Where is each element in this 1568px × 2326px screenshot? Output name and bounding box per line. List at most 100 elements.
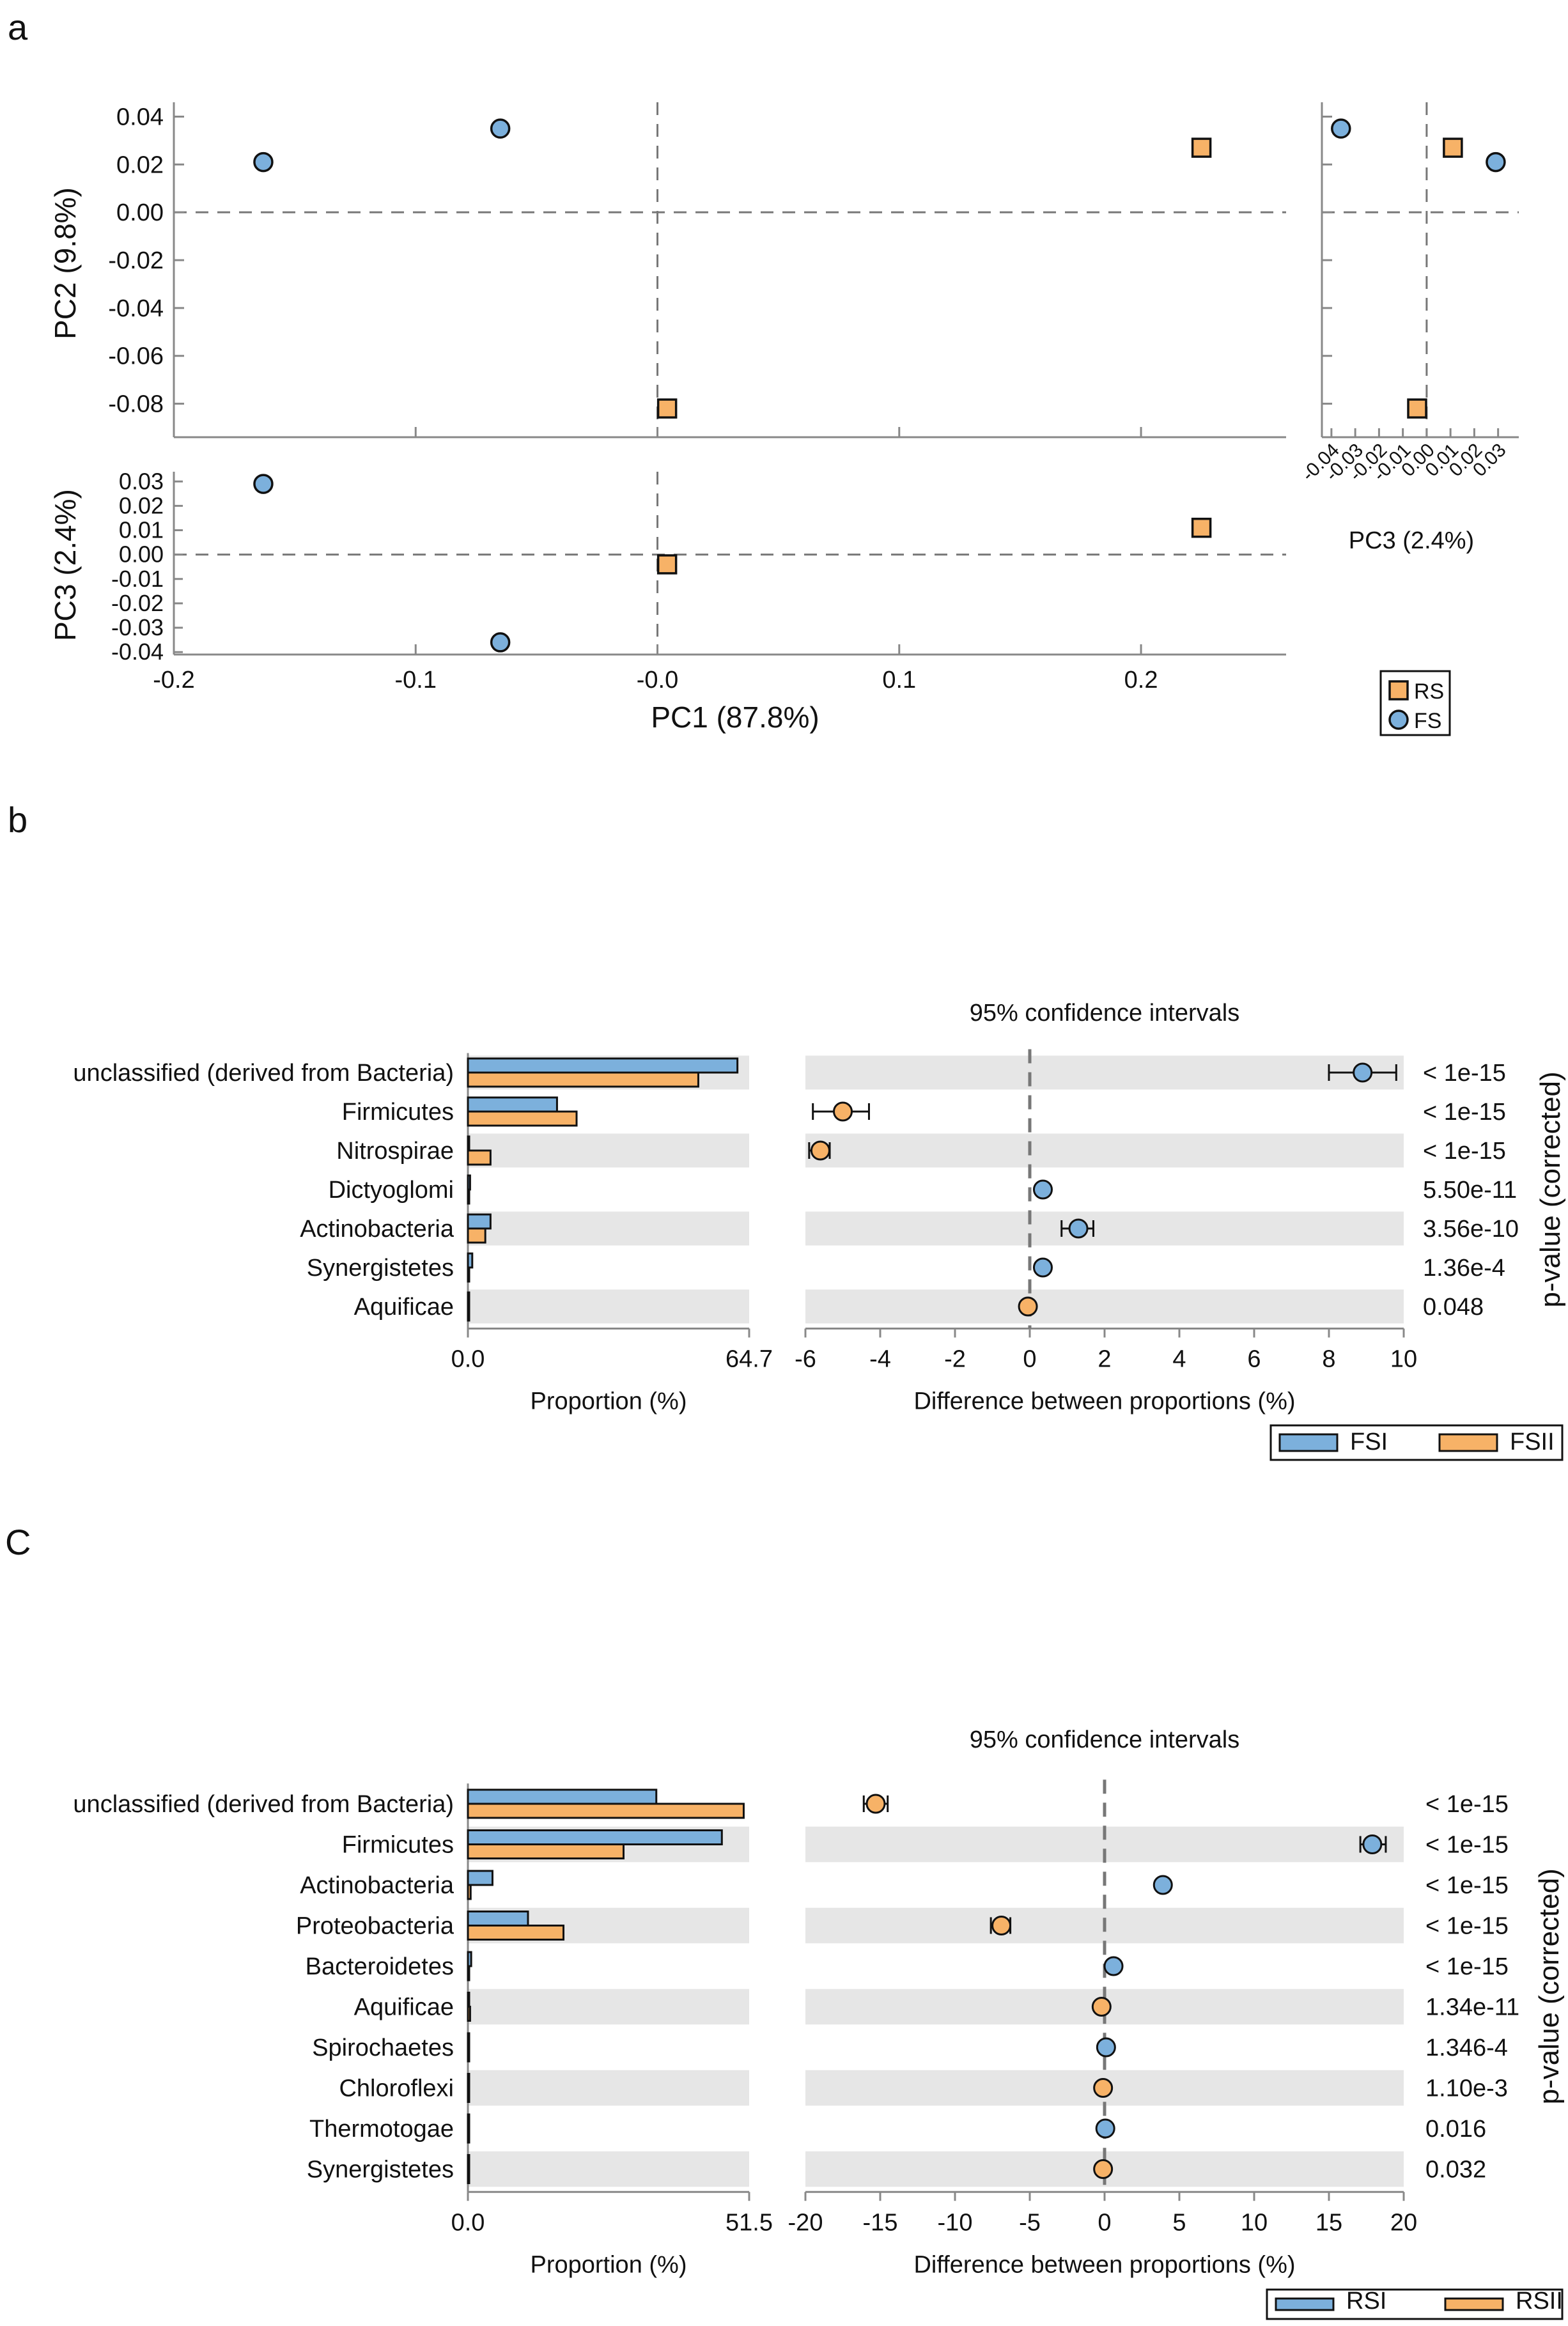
eeb-diff-tick-label: 10 (1241, 2209, 1268, 2236)
eeb-bar-rsi (467, 2073, 470, 2089)
eeb-category-label: Synergistetes (307, 1255, 454, 1282)
pca-pc2-tick-label: -0.04 (108, 295, 164, 322)
eeb-bar-rsi (467, 1788, 658, 1805)
eeb-bar-fsi (467, 1174, 471, 1191)
pca-pc1-tick-label: 0.2 (1124, 667, 1158, 694)
eeb-diff-tick-label: 20 (1390, 2209, 1417, 2236)
eeb-diff-tick-label: -5 (1019, 2209, 1041, 2236)
eeb-diff-tick-label: -15 (863, 2209, 898, 2236)
eeb-category-label: Aquificae (354, 1294, 454, 1321)
eeb-category-label: Aquificae (354, 1994, 454, 2021)
eeb-bar-rsi (467, 2154, 470, 2170)
eeb-row-band (805, 1211, 1404, 1246)
pca-point-pc3-pc2 (1407, 398, 1427, 419)
eeb-pvalue-title: p-value (corrected) (1535, 1071, 1566, 1307)
pca-pc1-title: PC1 (87.8%) (651, 701, 819, 734)
pca-pc3-tick-label: -0.04 (111, 639, 164, 665)
eeb-pvalue: < 1e-15 (1425, 1953, 1509, 1980)
eeb-diff-tick-label: 2 (1098, 1346, 1111, 1373)
eeb-pvalue: 1.34e-11 (1425, 1994, 1519, 2021)
eeb-category-label: Spirochaetes (312, 2035, 454, 2061)
eeb-row-band (468, 1989, 749, 2025)
eeb-legend-box (1266, 2288, 1564, 2320)
eeb-category-label: Bacteroidetes (306, 1953, 454, 1980)
eeb-row-band (805, 1133, 1404, 1168)
eeb-diff-tick-label: -6 (795, 1346, 816, 1373)
panel-label-c: C (5, 1522, 31, 1562)
eeb-diff-point (1091, 1997, 1112, 2017)
pca-point-pc1-pc3 (253, 474, 274, 494)
eeb-prop-tick-label: 51.5 (726, 2209, 773, 2236)
pca-pc2-tick-label: 0.04 (116, 104, 164, 130)
eeb-row-band (468, 1133, 749, 1168)
eeb-legend-label: FSII (1510, 1429, 1555, 1455)
eeb-bar-fsii (467, 1188, 470, 1205)
pca-pc3-tick-label: 0.00 (119, 541, 164, 568)
pca-pc3-tick-label: 0.02 (119, 492, 164, 518)
eeb-bar-rsii (467, 2127, 470, 2144)
pca-point-pc3-pc2 (1331, 118, 1351, 139)
eeb-ci-title: 95% confidence intervals (970, 1726, 1239, 1753)
pca-point-pc1-pc2 (490, 118, 511, 139)
pca-pc3-tick-label: -0.03 (111, 614, 164, 640)
eeb-bar-fsi (467, 1096, 558, 1113)
eeb-ci-title: 95% confidence intervals (970, 1000, 1239, 1027)
eeb-category-label: Proteobacteria (296, 1913, 454, 1940)
pca-point-pc1-pc2 (656, 398, 678, 419)
eeb-diff-tick-label: 0 (1098, 2209, 1111, 2236)
eeb-bar-rsi (467, 1951, 472, 1967)
eeb-category-label: Actinobacteria (300, 1872, 454, 1899)
eeb-bar-rsi (467, 1911, 529, 1927)
eeb-bar-fsi (467, 1057, 739, 1074)
pca-pc3-tick-label: -0.02 (111, 590, 164, 616)
eeb-category-label: Firmicutes (342, 1832, 454, 1859)
panel-label-b: b (8, 800, 27, 840)
eeb-diff-point (866, 1794, 886, 1814)
pca-pc1-tick-label: 0.1 (882, 667, 916, 694)
eeb-diff-point (1362, 1834, 1383, 1854)
eeb-bar-fsii (467, 1110, 578, 1127)
eeb-pvalue: < 1e-15 (1423, 1099, 1506, 1126)
eeb-pvalue-title: p-value (corrected) (1533, 1868, 1565, 2104)
eeb-diff-tick-label: 10 (1390, 1346, 1417, 1373)
eeb-legend-label: RSII (1516, 2288, 1563, 2314)
pca-pc3-tick-label: -0.01 (111, 566, 164, 592)
eeb-diff-point (1093, 2078, 1114, 2098)
pca-pc2-tick-label: -0.06 (108, 343, 164, 370)
eeb-row-band (468, 1289, 749, 1324)
pca-point-pc1-pc2 (253, 151, 274, 173)
pca-point-pc1-pc3 (1191, 517, 1212, 538)
pca-point-pc1-pc3 (656, 554, 678, 575)
pca-pc2-tick-label: 0.00 (116, 199, 164, 226)
eeb-bar-rsii (467, 2046, 470, 2063)
pca-pc3-title: PC3 (2.4%) (49, 489, 82, 641)
eeb-pvalue: < 1e-15 (1423, 1138, 1506, 1165)
eeb-diff-tick-label: -2 (944, 1346, 966, 1373)
eeb-category-label: Synergistetes (307, 2157, 454, 2183)
eeb-pvalue: < 1e-15 (1425, 1913, 1509, 1940)
eeb-diff-tick-label: 8 (1322, 1346, 1335, 1373)
eeb-diff-point (810, 1140, 830, 1161)
eeb-diff-tick-label: -4 (869, 1346, 891, 1373)
eeb-diff-tick-label: 0 (1023, 1346, 1036, 1373)
eeb-bar-rsii (467, 2006, 471, 2022)
eeb-prop-axis-title: Proportion (%) (531, 1388, 687, 1415)
pca-legend-marker-rs (1388, 680, 1409, 701)
eeb-diff-point (833, 1101, 853, 1122)
eeb-diff-tick-label: 15 (1316, 2209, 1342, 2236)
pca-pc2-tick-label: -0.08 (108, 391, 164, 418)
pca-pc3-tick-label: 0.03 (119, 468, 164, 494)
eeb-pvalue: 5.50e-11 (1423, 1177, 1517, 1204)
eeb-bar-fsi (467, 1291, 470, 1308)
pca-pc1-tick-label: -0.0 (637, 667, 678, 694)
eeb-diff-point (1095, 2118, 1115, 2139)
eeb-category-label: unclassified (derived from Bacteria) (73, 1791, 454, 1818)
eeb-diff-point (991, 1916, 1012, 1935)
eeb-bar-rsii (467, 1843, 625, 1859)
eeb-row-band (468, 2070, 749, 2106)
eeb-legend-box (1269, 1424, 1564, 1461)
eeb-bar-rsii (467, 1803, 745, 1819)
eeb-legend-swatch-fsii (1438, 1433, 1498, 1452)
